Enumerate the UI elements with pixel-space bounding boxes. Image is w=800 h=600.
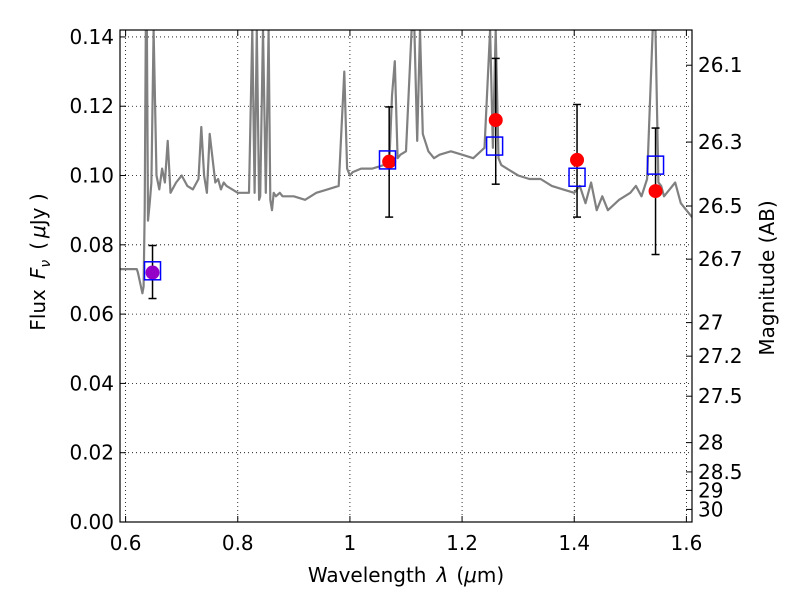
mag-tick-label: 26.3 xyxy=(698,130,743,154)
observed-point xyxy=(488,113,503,128)
mag-tick-label: 27.2 xyxy=(698,344,743,368)
mag-tick-label: 29 xyxy=(698,478,723,502)
observed-point xyxy=(648,184,663,199)
y-tick-label: 0.12 xyxy=(69,94,114,118)
model-point xyxy=(568,167,586,188)
mag-tick-label: 30 xyxy=(698,497,723,521)
right-axis-label: Magnitude (AB) xyxy=(755,200,779,355)
observed-point xyxy=(145,265,160,280)
model-point xyxy=(485,136,504,156)
y-tick-label: 0.08 xyxy=(69,233,114,257)
mag-tick-label: 26.1 xyxy=(698,53,743,77)
y-axis-label: FluxFν(μJy ) xyxy=(26,193,54,330)
mag-tick-label: 26.7 xyxy=(698,247,743,271)
model-point xyxy=(378,150,397,170)
x-tick-label: 1.4 xyxy=(558,531,590,555)
x-tick-label: 0.6 xyxy=(110,531,142,555)
y-tick-label: 0.06 xyxy=(69,302,114,326)
x-axis-label: Wavelength λ (μm) xyxy=(308,563,504,587)
y-tick-label: 0.04 xyxy=(69,371,114,395)
axis-ticks: 0.6 0.8 1 1.2 1.4 1.6 0.00 0.02 0.04 0.06 0.08 0.10… xyxy=(69,25,742,555)
model-point xyxy=(646,155,665,175)
model-spectrum-line xyxy=(120,30,692,295)
mag-tick-label: 27.5 xyxy=(698,384,743,408)
x-tick-label: 1 xyxy=(344,531,357,555)
y-tick-label: 0.14 xyxy=(69,25,114,49)
photometry-layer xyxy=(143,57,665,300)
observed-point xyxy=(382,154,397,169)
x-tick-label: 1.6 xyxy=(670,531,702,555)
mag-tick-label: 28 xyxy=(698,431,723,455)
plot-frame xyxy=(119,29,693,523)
x-tick-label: 1.2 xyxy=(446,531,478,555)
mag-tick-label: 28.5 xyxy=(698,460,743,484)
observed-point xyxy=(570,152,585,167)
y-tick-label: 0.10 xyxy=(69,164,114,188)
spectrum-layer xyxy=(120,30,692,295)
x-tick-label: 0.8 xyxy=(222,531,254,555)
y-tick-label: 0.00 xyxy=(69,510,114,534)
mag-tick-label: 27 xyxy=(698,311,723,335)
gridlines xyxy=(120,30,692,522)
y-tick-label: 0.02 xyxy=(69,441,114,465)
model-point xyxy=(143,261,162,281)
mag-tick-label: 26.5 xyxy=(698,194,743,218)
